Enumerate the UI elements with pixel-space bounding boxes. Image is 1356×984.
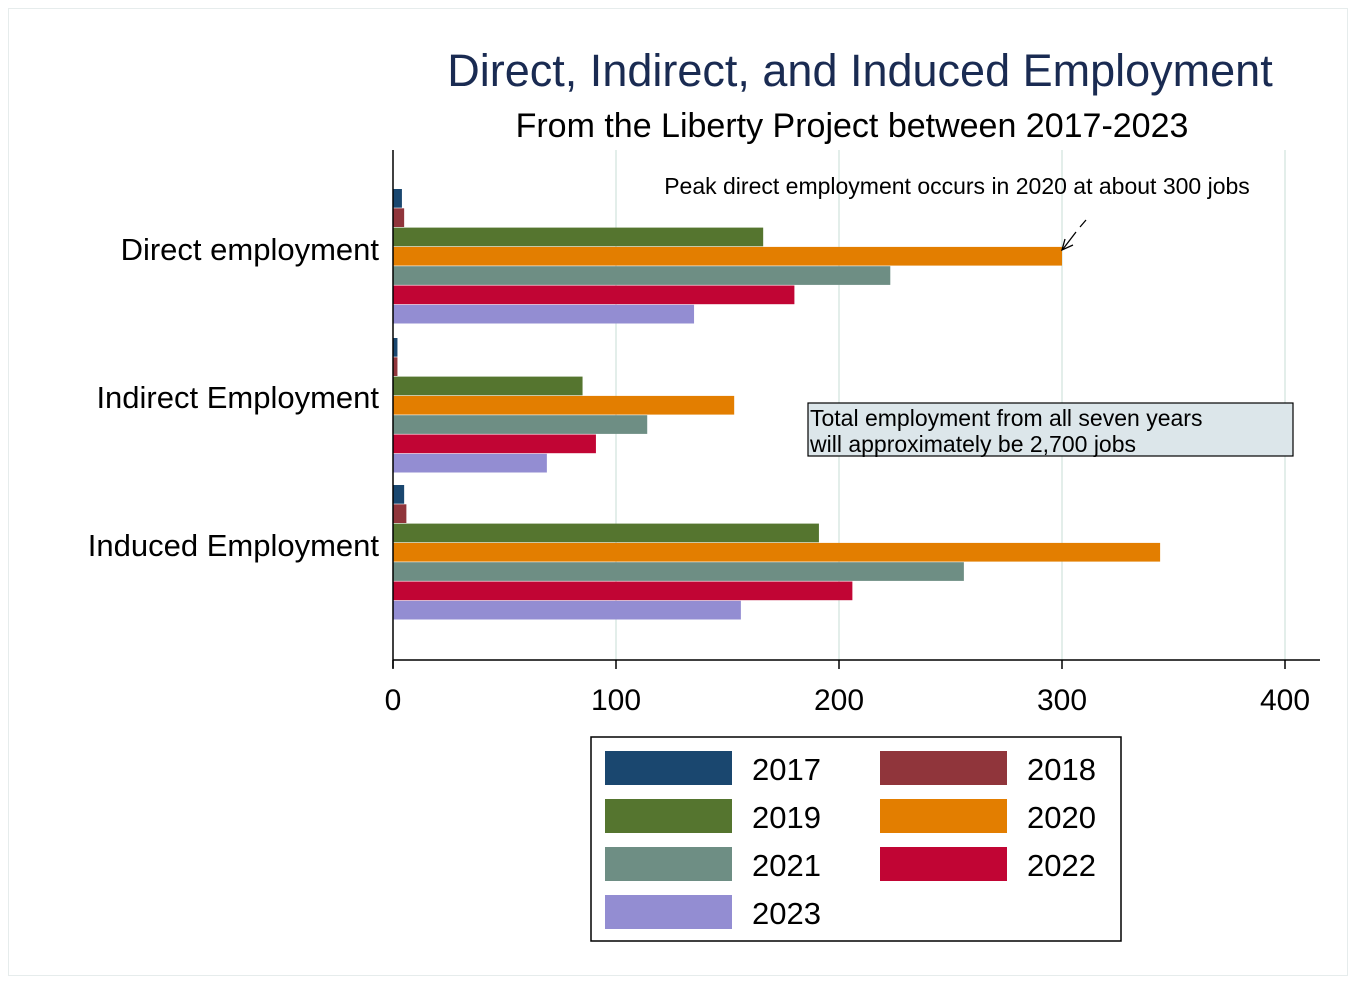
x-tick-label-200: 200 [814,684,864,717]
annotation-arrow-head [1061,238,1074,252]
axes [392,150,1320,668]
category-label-3: Induced Employment [88,528,380,563]
legend-label-2022: 2022 [1027,848,1096,883]
bar-3-2023 [393,600,741,620]
category-labels: Direct employment Indirect Employment Indu… [88,232,380,563]
legend: 2017 2018 2019 2020 2021 2022 2023 [590,736,1122,942]
bar-3-2020 [393,542,1161,562]
x-tick-label-400: 400 [1260,684,1310,717]
bar-3-2018 [393,504,407,523]
annotation-arrow-shaft [1062,231,1077,250]
bar-2-2021 [393,415,648,434]
legend-label-2023: 2023 [752,896,821,931]
bar-2-2018 [393,357,398,376]
bar-3-2017 [393,485,405,504]
bar-1-2023 [393,304,695,324]
chart-title: Direct, Indirect, and Induced Employment [447,45,1273,96]
chart-subtitle: From the Liberty Project between 2017-20… [516,107,1189,145]
bar-2-2022 [393,434,596,454]
x-tick-label-100: 100 [591,684,641,717]
x-tick-label-0: 0 [385,684,402,717]
legend-label-2018: 2018 [1027,752,1096,787]
legend-swatch-2022 [880,847,1007,881]
legend-swatch-2020 [880,799,1007,833]
legend-swatch-2018 [880,751,1007,785]
bar-2-2023 [393,453,547,473]
annotations: Peak direct employment occurs in 2020 at… [664,173,1294,457]
legend-label-2019: 2019 [752,800,821,835]
bar-3-2022 [393,581,853,601]
category-label-2: Indirect Employment [96,380,379,415]
bar-1-2020 [393,246,1062,266]
bar-3-2019 [393,523,819,543]
annotation-peak-text: Peak direct employment occurs in 2020 at… [664,173,1250,199]
bar-3-2021 [393,562,964,581]
bars [393,189,1161,620]
chart-frame [8,8,1348,976]
legend-label-2021: 2021 [752,848,821,883]
bar-2-2020 [393,395,735,415]
annotation-total-line-1: Total employment from all seven years [810,405,1202,431]
legend-swatch-2017 [605,751,732,785]
legend-label-2017: 2017 [752,752,821,787]
bar-1-2018 [393,208,405,227]
annotation-total-box [807,402,1294,457]
x-tick-label-300: 300 [1037,684,1087,717]
legend-swatch-2021 [605,847,732,881]
bar-1-2017 [393,189,402,208]
annotation-total-line-2: will approximately be 2,700 jobs [809,431,1136,457]
bar-1-2021 [393,266,891,285]
annotation-arrow-dash [1079,219,1087,228]
bar-2-2017 [393,338,398,357]
legend-swatch-2023 [605,895,732,929]
legend-swatch-2019 [605,799,732,833]
category-label-1: Direct employment [121,232,380,267]
bar-2-2019 [393,376,583,396]
x-axis-ticks: 0 100 200 300 400 [385,660,1310,717]
legend-label-2020: 2020 [1027,800,1096,835]
bar-1-2019 [393,227,764,247]
bar-1-2022 [393,285,795,305]
